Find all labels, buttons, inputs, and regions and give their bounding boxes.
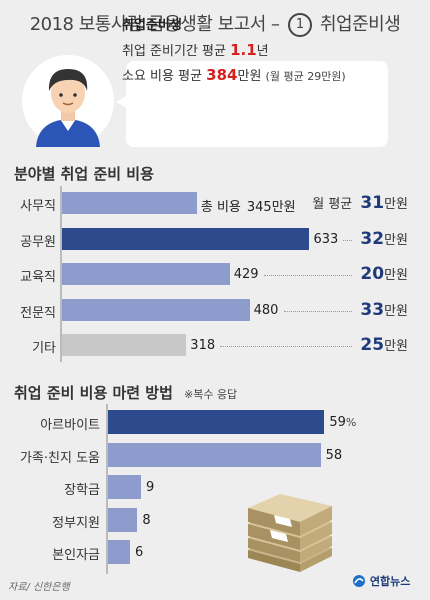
chart2-category-label: 아르바이트 [40, 418, 100, 433]
chart1-axis [60, 186, 62, 362]
chart2-bar [108, 540, 130, 564]
title-number-badge: 1 [287, 13, 312, 37]
chart2-value-label: 6 [135, 545, 143, 560]
chart2-value-label: 9 [146, 480, 154, 495]
chart1-bar [62, 227, 310, 250]
chart1-value-unit: 만원 [271, 200, 296, 215]
chart1-monthly-label: 33만원 [360, 300, 408, 320]
chart2-value-label: 59% [329, 415, 356, 430]
yonhap-logo-text: 연합뉴스 [369, 575, 411, 588]
chart1-category-label: 사무직 [20, 199, 56, 214]
chart2-value-label: 8 [142, 513, 150, 528]
chart1-monthly-number: 25 [360, 335, 385, 355]
title-text: 2018 보통사람 금융생활 보고서 – [29, 14, 285, 35]
chart1-bar [62, 298, 250, 321]
yonhap-logo: 연합뉴스 [352, 573, 410, 589]
chart2-value-number: 59 [329, 415, 346, 430]
chart1-dotted-leader [263, 275, 352, 276]
chart1-monthly-number: 31 [360, 193, 385, 213]
source-note: 자료/ 신한은행 [8, 582, 70, 593]
chart2-bar [108, 475, 141, 499]
chart2-category-label: 정부지원 [52, 515, 100, 531]
chart2-category-label: 가족·친지 도움 [19, 450, 100, 466]
chart1-monthly-unit: 만원 [384, 268, 408, 283]
profile-info-box [126, 61, 388, 147]
chart1-value-label: 318 [190, 338, 215, 353]
prep-period-label: 취업 준비기간 평균 [122, 44, 231, 59]
chart2-category-label: 장학금 [64, 483, 100, 498]
chart2-axis [106, 404, 108, 574]
yonhap-logo-icon [353, 575, 365, 587]
chart1-dotted-leader [220, 346, 352, 347]
prep-cost-label: 소요 비용 평균 [122, 69, 207, 84]
chart2-bar [108, 442, 321, 467]
cost-by-field-chart: 사무직 총 비용 345만원 월 평균 31만원 공무원 633 32만원 교육직 429 20만… [0, 186, 430, 362]
chart1-monthly-number: 32 [360, 228, 385, 249]
chart2-value-unit: % [345, 416, 357, 429]
chart1-monthly-unit: 만원 [384, 232, 408, 248]
prep-period-unit: 년 [256, 44, 269, 59]
chart1-bar [62, 263, 230, 285]
person-avatar-icon [22, 55, 114, 147]
prep-cost-value: 384 [206, 66, 238, 84]
chart1-monthly-label: 월 평균 31만원 [312, 193, 408, 213]
chart1-monthly-unit: 만원 [384, 303, 408, 319]
page-title: 2018 보통사람 금융생활 보고서 – 1 취업준비생 [0, 10, 430, 37]
title-subject: 취업준비생 [314, 14, 401, 35]
profile-name: 취업준비생 [122, 18, 182, 33]
chart1-value-label: 429 [234, 267, 259, 282]
chart1-monthly-number: 20 [360, 264, 385, 284]
chart1-monthly-prefix: 월 평균 [312, 197, 357, 212]
chart1-category-label: 전문직 [20, 305, 56, 321]
chart2-value-number: 6 [135, 545, 144, 560]
funding-method-chart: 아르바이트 59% 가족·친지 도움 58 장학금 9 정부지원 8 본인자금 6 [0, 404, 430, 576]
section1-title: 분야별 취업 준비 비용 [14, 165, 154, 183]
section2-title: 취업 준비 비용 마련 방법 [14, 384, 173, 402]
prep-period-line: 취업 준비기간 평균 1.1년 [122, 40, 269, 59]
chart2-category-label: 본인자금 [52, 548, 100, 563]
speech-pointer-icon [116, 95, 128, 109]
chart1-monthly-label: 20만원 [360, 264, 408, 284]
chart1-value-number: 345 [246, 200, 272, 215]
chart1-dotted-leader [283, 310, 352, 312]
chart1-monthly-label: 32만원 [360, 229, 408, 249]
chart1-value-number: 318 [190, 338, 216, 353]
prep-cost-monthly: (월 평균 29만원) [265, 70, 346, 83]
chart2-value-number: 8 [142, 512, 151, 528]
chart2-value-number: 58 [325, 447, 343, 463]
chart2-value-label: 58 [326, 448, 343, 463]
chart1-value-number: 633 [313, 231, 339, 247]
chart1-bar [62, 334, 187, 356]
chart1-total-prefix: 총 비용 [200, 200, 241, 215]
section2-note: ※복수 응답 [183, 388, 238, 401]
chart1-monthly-number: 33 [360, 299, 385, 320]
chart2-bar [108, 507, 138, 532]
chart2-value-number: 9 [146, 480, 155, 495]
prep-cost-unit: 만원 [237, 69, 262, 84]
prep-period-value: 1.1 [230, 41, 257, 59]
chart1-category-label: 공무원 [20, 234, 56, 250]
chart1-monthly-unit: 만원 [384, 339, 408, 354]
section2-heading: 취업 준비 비용 마련 방법 ※복수 응답 [14, 382, 237, 403]
chart1-monthly-label: 25만원 [360, 335, 408, 355]
money-stack-icon [248, 494, 332, 572]
chart1-monthly-unit: 만원 [384, 197, 408, 212]
chart1-category-label: 기타 [32, 341, 56, 356]
chart1-value-label: 480 [254, 303, 279, 318]
prep-cost-line: 소요 비용 평균 384만원 (월 평균 29만원) [122, 65, 346, 84]
chart1-dotted-leader [343, 239, 352, 241]
chart1-value-number: 480 [253, 302, 279, 318]
chart1-category-label: 교육직 [20, 270, 56, 285]
chart1-bar [62, 192, 197, 214]
chart1-value-label: 633 [313, 232, 338, 247]
chart1-value-number: 429 [233, 267, 259, 282]
chart2-bar [108, 410, 325, 434]
chart1-value-label: 총 비용 345만원 [201, 196, 296, 215]
profile-card [18, 55, 412, 155]
